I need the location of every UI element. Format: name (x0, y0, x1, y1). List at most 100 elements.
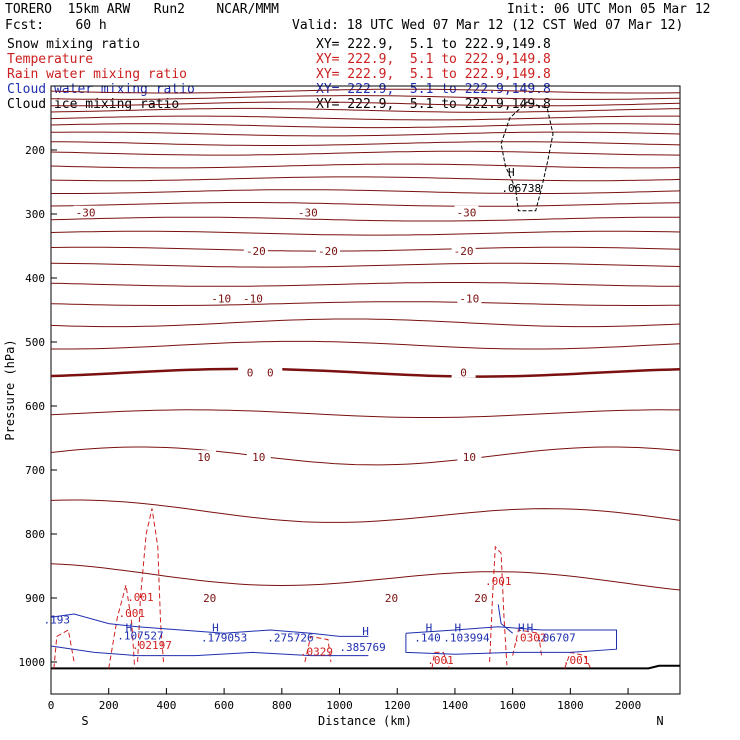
rain-label: .001 (485, 575, 512, 588)
isotherm-line (50, 230, 681, 236)
cloud-label: .179053 (201, 632, 247, 645)
isotherm-label: 0 (460, 367, 467, 380)
cloud-label: .275726 (267, 632, 313, 645)
rain-contour (137, 508, 164, 663)
isotherm-line (50, 563, 681, 591)
rain-contour (431, 651, 450, 669)
x-tick-label: 200 (99, 699, 119, 712)
isotherm-label: -10 (211, 292, 231, 305)
isotherm-label-bg (238, 365, 263, 378)
legend-rain-xy: XY= 222.9, 5.1 to 222.9,149.8 (316, 67, 551, 82)
isotherm-label: -20 (454, 245, 474, 258)
y-tick-label: 400 (25, 272, 45, 285)
x-tick-label: 1800 (557, 699, 584, 712)
maximum-marker: H (455, 621, 462, 634)
plot-frame (50, 85, 681, 695)
isotherm-line (50, 88, 681, 94)
isotherm-label: 20 (385, 592, 398, 605)
x-tick-label: 2000 (615, 699, 642, 712)
terrain-line (51, 664, 680, 670)
y-tick-label: 200 (25, 144, 45, 157)
x-axis-title: Distance (km) (318, 714, 412, 728)
cloud-label: .06707 (536, 632, 576, 645)
rain-contour (53, 629, 75, 669)
isotherm-line (50, 95, 681, 100)
isotherm-label-bg (295, 205, 320, 218)
maximum-marker: H (126, 621, 133, 634)
isotherm-label-bg (240, 291, 265, 304)
y-tick-label: 300 (25, 208, 45, 221)
x-tick-label: 1600 (499, 699, 526, 712)
isotherm-label-bg (468, 591, 493, 603)
isotherm-line (50, 150, 681, 156)
isotherm-line (51, 189, 681, 194)
x-tick-label: 1400 (442, 699, 469, 712)
isotherm-line (50, 216, 680, 222)
rain-label: .0329 (300, 646, 333, 659)
isotherm-label: 10 (252, 451, 265, 464)
isotherm-label: 20 (474, 592, 487, 605)
y-tick-label: 800 (25, 528, 45, 541)
isotherm-label-bg (73, 205, 98, 218)
x-tick-label: 600 (214, 699, 234, 712)
x-tick-label: 800 (272, 699, 292, 712)
legend-snow-xy: XY= 222.9, 5.1 to 222.9,149.8 (316, 37, 551, 52)
isotherm-label: -30 (76, 207, 96, 220)
cloud-water-contour (50, 613, 369, 637)
rain-label: .001 (119, 607, 146, 620)
isotherm-line (50, 318, 681, 328)
maximum-marker: H (362, 625, 369, 638)
isotherm-label: -30 (457, 207, 477, 220)
isotherm-label: -10 (243, 292, 263, 305)
x-tick-label: 400 (156, 699, 176, 712)
rain-label: .02197 (132, 639, 172, 652)
y-axis-title: Pressure (hPa) (3, 339, 17, 440)
isotherm-label-bg (258, 365, 283, 378)
isotherm-line (50, 499, 681, 523)
isotherm-label: 0 (267, 367, 274, 380)
isotherm-line (50, 163, 681, 169)
isotherm-line (50, 301, 681, 306)
isotherm-line (50, 446, 681, 466)
cloud-label: .193 (44, 614, 71, 627)
legend-temperature-xy: XY= 222.9, 5.1 to 222.9,149.8 (316, 52, 551, 67)
cloud-label: .107527 (117, 630, 163, 643)
ice-max-value: .06738 (501, 182, 541, 195)
rain-label: .0302 (513, 632, 546, 645)
isotherm-line (50, 176, 681, 182)
maximum-marker: H (212, 621, 219, 634)
isotherm-line (50, 115, 680, 121)
cloud-label: .385769 (339, 641, 385, 654)
rain-label: .001 (563, 654, 590, 667)
north-label: N (656, 714, 663, 728)
y-tick-label: 700 (25, 464, 45, 477)
rain-contour (564, 651, 592, 669)
x-tick-label: 0 (48, 699, 55, 712)
maximum-marker: H (527, 621, 534, 634)
legend-snow-label: Snow mixing ratio (7, 37, 141, 52)
isotherm-line (50, 141, 681, 146)
isotherm-label-bg (451, 365, 476, 378)
isotherm-line (51, 101, 681, 107)
isotherm-line (50, 262, 681, 268)
legend-temperature-label: Temperature (7, 52, 94, 67)
cloud-label: .103994 (443, 632, 490, 645)
cloud-label: .140 (414, 632, 441, 645)
cloud-water-contour (497, 604, 514, 634)
cloud-water-contour (405, 626, 617, 655)
isotherm-label: 0 (247, 367, 254, 380)
south-label: S (81, 714, 88, 728)
model-title: TORERO 15km ARW Run2 NCAR/MMM (5, 2, 279, 17)
isotherm-line (50, 367, 681, 378)
y-tick-label: 900 (25, 592, 45, 605)
isotherm-line (50, 282, 681, 287)
isotherm-label-bg (457, 291, 482, 304)
maximum-marker: H (518, 621, 525, 634)
cloud-ice-contour (500, 101, 554, 212)
isotherm-label-bg (243, 244, 268, 257)
legend-cloud-ice-label: Cloud ice mixing ratio (7, 97, 180, 112)
isotherm-line (50, 131, 681, 137)
rain-contour (489, 545, 508, 666)
isotherm-line (51, 340, 681, 350)
